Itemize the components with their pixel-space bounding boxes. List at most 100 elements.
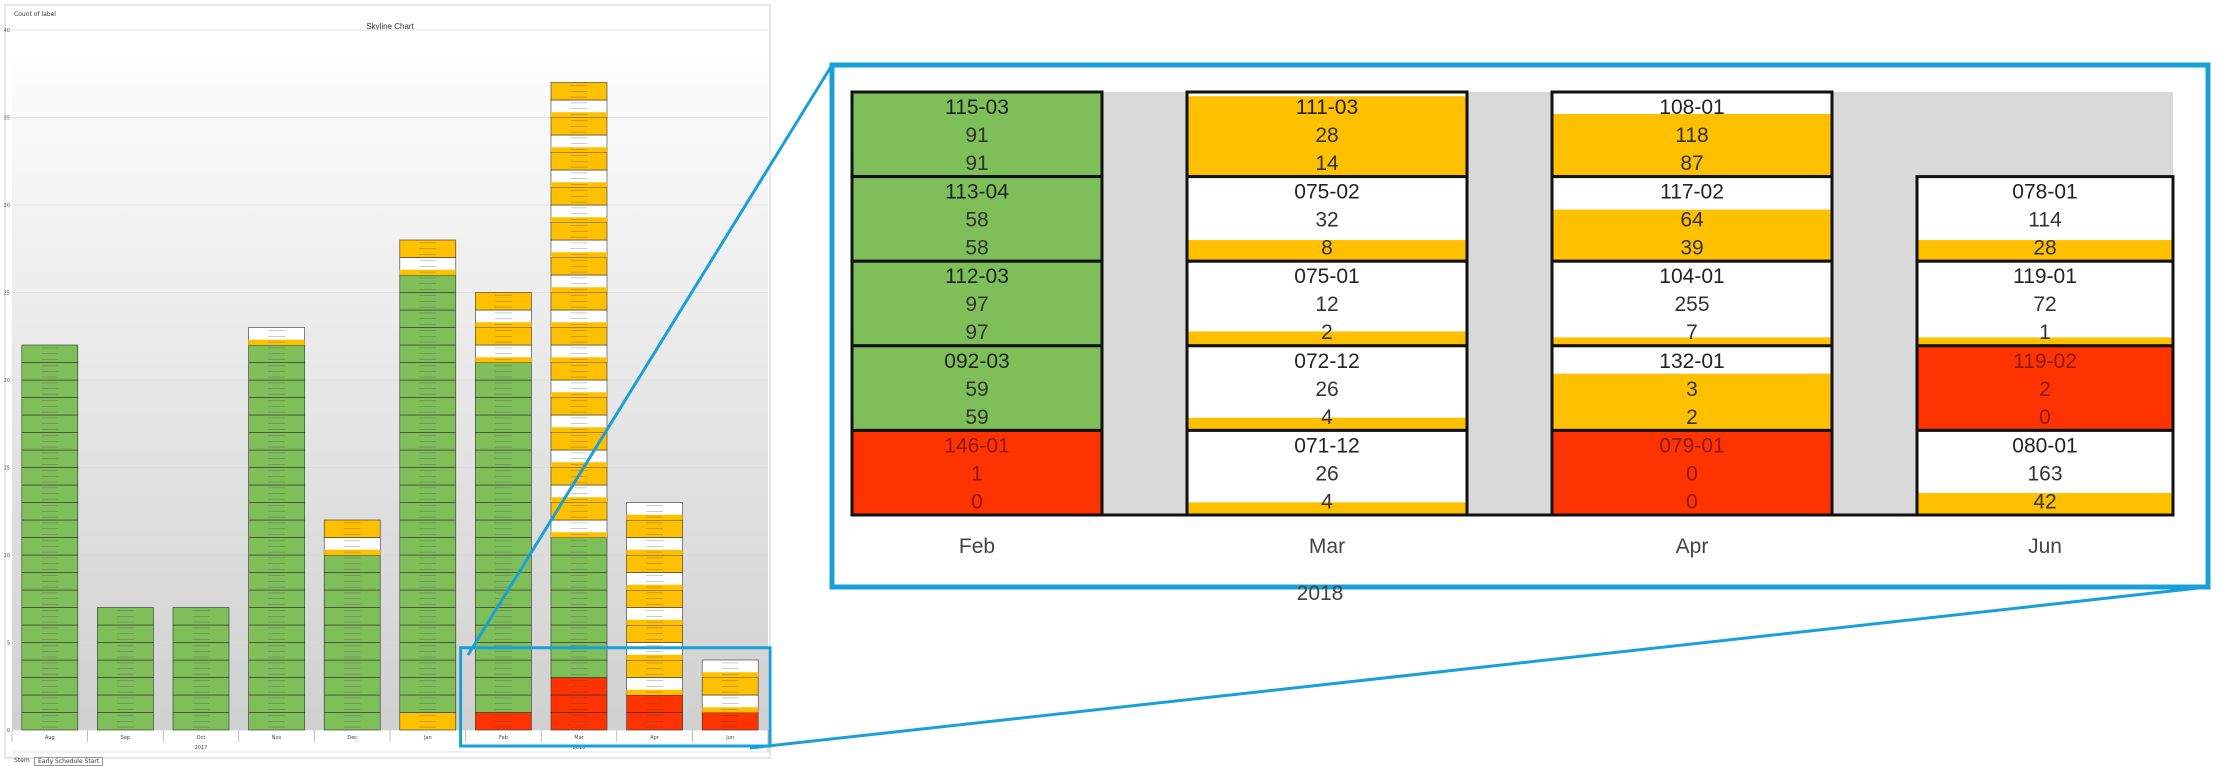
skyline-chart: Count of label Skyline Chart 0 5 10 15 20 25 3… (0, 0, 780, 766)
cell-border (1185, 428, 1469, 517)
cell-value: 12 (1315, 293, 1338, 316)
cell-fill (1552, 113, 1832, 177)
cell-value: 59 (965, 378, 988, 401)
cell-id: 111-03 (1296, 96, 1358, 119)
cell-value: 72 (2033, 293, 2056, 316)
sheet-tab-schedule[interactable]: Early Schedule Start (34, 757, 104, 766)
x-tick-label: Jan (423, 735, 432, 741)
bar-segment-fill (626, 549, 683, 555)
bar-segment-fill (551, 392, 607, 398)
bar-segment-fill (551, 357, 607, 363)
bar-segment-fill (626, 619, 683, 625)
cell-fill (1187, 240, 1467, 262)
cell-value: 91 (965, 124, 988, 147)
cell-value: 4 (1321, 490, 1333, 513)
cell-background (1917, 176, 2173, 262)
bar-segment-fill (626, 514, 683, 520)
cell-background (1187, 345, 1467, 431)
bar-segment-fill (551, 112, 607, 118)
bar-segment-fill (324, 549, 381, 555)
cell-background (1917, 430, 2173, 515)
cell-value: 39 (1680, 237, 1703, 260)
cell-value: 1 (971, 462, 983, 485)
cell-fill (1917, 493, 2173, 515)
cell-value: 58 (965, 209, 988, 232)
cell-fill (1917, 337, 2173, 346)
cell-background (1187, 261, 1467, 346)
cell-id: 146-01 (944, 434, 1009, 457)
cell-id: 108-01 (1659, 96, 1724, 119)
x-tick-label: Dec (347, 735, 357, 741)
bar-segment-fill (551, 532, 607, 538)
chart-title: Skyline Chart (366, 22, 414, 31)
bar-segment-fill (551, 427, 607, 433)
cell-value: 255 (1674, 293, 1709, 316)
bar-segment-fill (399, 269, 456, 275)
zoom-plot-area (852, 92, 2173, 515)
sheet-tab-stem[interactable]: Stem (14, 757, 30, 764)
cell-border (1550, 344, 1834, 432)
cell-background (1917, 261, 2173, 346)
cell-background (1187, 430, 1467, 515)
cell-value: 87 (1680, 152, 1703, 175)
cell-border (1550, 175, 1834, 263)
cell-id: 112-03 (945, 265, 1009, 288)
cell-border (850, 259, 1104, 348)
year-label: 2018 (573, 745, 586, 751)
zoom-connector (749, 585, 2209, 750)
cell-id: 080-01 (2012, 434, 2077, 457)
cell-border (850, 175, 1104, 263)
cell-border (1185, 90, 1469, 179)
bar-segment-fill (551, 462, 607, 468)
cell-fill (1187, 331, 1467, 346)
cell-background (852, 430, 1102, 515)
bar-segment-fill (475, 322, 532, 328)
cell-fill (1552, 373, 1832, 431)
x-tick-label: Aug (45, 735, 55, 741)
cell-value: 114 (2028, 209, 2062, 232)
cell-border (1185, 344, 1469, 432)
cell-id: 115-03 (945, 96, 1009, 119)
y-tick-label: 25 (4, 291, 10, 297)
cell-value: 42 (2033, 490, 2056, 513)
cell-value: 2 (2039, 378, 2051, 401)
bar-segment-fill (551, 217, 607, 223)
cell-id: 075-01 (1294, 265, 1359, 288)
cell-border (1185, 259, 1469, 348)
cell-id: 117-02 (1660, 181, 1724, 204)
bar-segment-fill (626, 584, 683, 590)
cell-value: 2 (1686, 406, 1698, 429)
cell-fill (1187, 417, 1467, 431)
cell-value: 163 (2027, 462, 2062, 485)
y-tick-label: 20 (4, 378, 10, 384)
x-tick-label: Oct (197, 735, 206, 741)
zoom-border (829, 62, 2211, 590)
zoom-month-label: Apr (1676, 535, 1709, 558)
cell-id: 078-01 (2012, 181, 2077, 204)
skyline-chart-svg: 0 5 10 15 20 25 30 35 40 Aug Sep Oct Nov Dec Jan Feb Mar… (4, 4, 772, 759)
cell-background (852, 176, 1102, 262)
cell-value: 118 (1675, 124, 1708, 147)
zoom-month-label: Mar (1309, 535, 1345, 558)
year-label: 2017 (195, 745, 208, 751)
cell-background (1552, 92, 1832, 177)
cell-value: 97 (965, 293, 988, 316)
cell-background (1552, 176, 1832, 262)
cell-border (850, 428, 1104, 517)
cell-id: 071-12 (1294, 434, 1359, 457)
x-tick-label: Sep (121, 735, 130, 741)
cell-background (1552, 261, 1832, 346)
cell-background (1187, 92, 1467, 177)
cell-background (852, 261, 1102, 346)
cell-id: 132-01 (1659, 350, 1724, 373)
bar-segment-fill (475, 357, 532, 363)
cell-border (850, 344, 1104, 432)
cell-value: 1 (2039, 321, 2051, 344)
bar-segment-fill (551, 182, 607, 188)
cell-value: 0 (971, 490, 983, 513)
y-tick-label: 0 (7, 728, 10, 734)
y-tick-label: 5 (7, 641, 10, 647)
cell-fill (1917, 240, 2173, 262)
x-tick-label: Mar (574, 735, 584, 741)
cell-id: 113-04 (945, 181, 1009, 204)
